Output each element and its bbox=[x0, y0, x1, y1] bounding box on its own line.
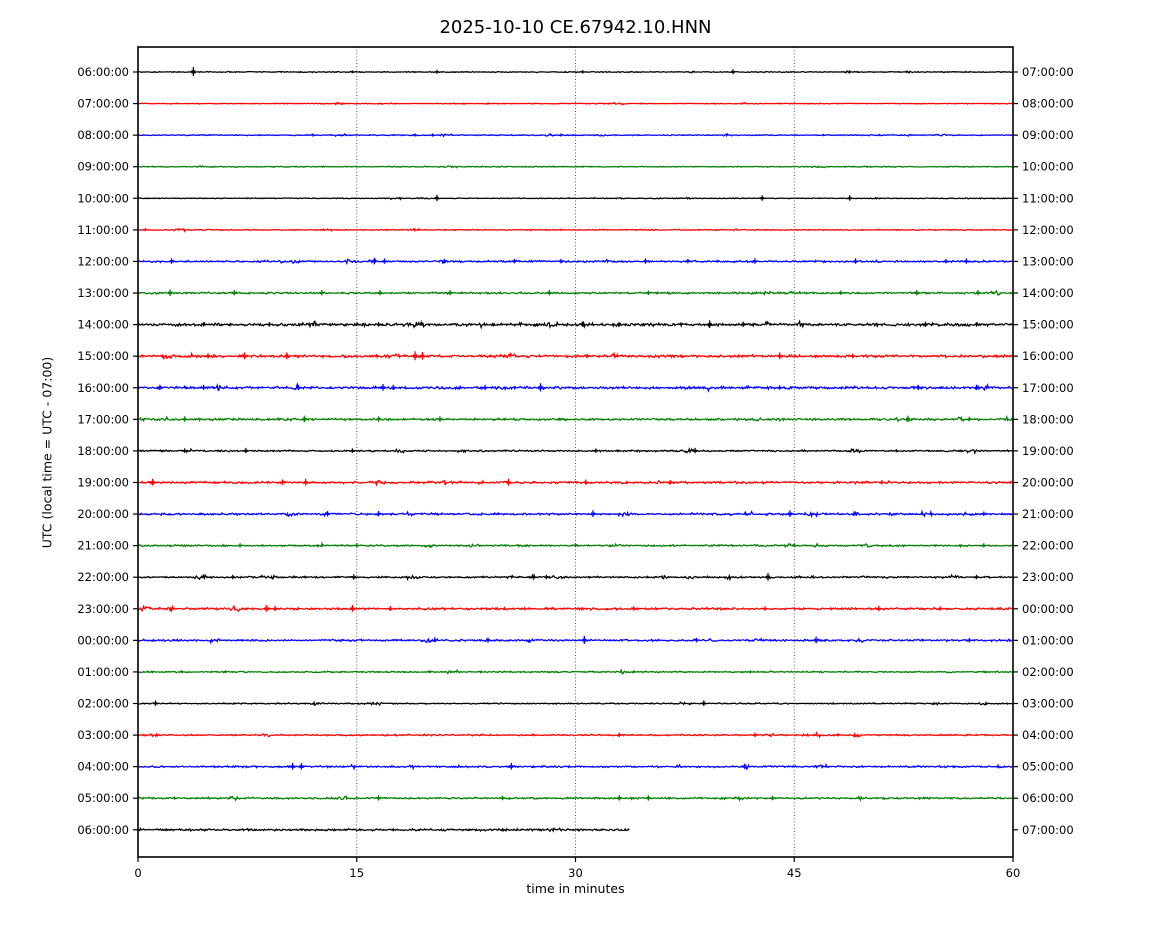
seismic-trace-row bbox=[137, 667, 1013, 676]
y-tick-label-utc: 02:00:00 bbox=[77, 697, 129, 711]
y-tick-label-local: 15:00:00 bbox=[1022, 318, 1074, 332]
seismic-trace-row bbox=[137, 351, 1013, 361]
seismic-trace-row bbox=[137, 762, 1013, 771]
seismic-trace-row bbox=[137, 541, 1013, 549]
seismic-trace-row bbox=[137, 447, 1013, 455]
y-tick-label-utc: 14:00:00 bbox=[77, 318, 129, 332]
y-tick-label-utc: 17:00:00 bbox=[77, 412, 129, 426]
x-axis-label: time in minutes bbox=[526, 881, 625, 896]
y-tick-label-local: 09:00:00 bbox=[1022, 128, 1074, 142]
seismic-trace-row bbox=[137, 478, 1013, 488]
y-tick-label-local: 13:00:00 bbox=[1022, 254, 1074, 268]
seismic-trace-row bbox=[137, 827, 630, 833]
seismic-trace-row bbox=[137, 132, 1013, 138]
y-tick-label-utc: 06:00:00 bbox=[77, 65, 129, 79]
y-tick-label-local: 02:00:00 bbox=[1022, 665, 1074, 679]
seismic-trace-row bbox=[137, 635, 1013, 645]
y-tick-label-utc: 20:00:00 bbox=[77, 507, 129, 521]
y-tick-label-utc: 12:00:00 bbox=[77, 254, 129, 268]
y-tick-label-utc: 09:00:00 bbox=[77, 160, 129, 174]
seismic-trace-row bbox=[137, 795, 1013, 802]
y-tick-label-local: 04:00:00 bbox=[1022, 728, 1074, 742]
y-tick-label-local: 08:00:00 bbox=[1022, 97, 1074, 111]
seismic-trace-row bbox=[137, 700, 1013, 707]
y-tick-label-utc: 05:00:00 bbox=[77, 791, 129, 805]
y-tick-label-local: 03:00:00 bbox=[1022, 697, 1074, 711]
y-tick-label-utc: 21:00:00 bbox=[77, 539, 129, 553]
y-tick-label-local: 12:00:00 bbox=[1022, 223, 1074, 237]
x-tick-label: 60 bbox=[1006, 866, 1021, 880]
y-tick-label-local: 16:00:00 bbox=[1022, 349, 1074, 363]
seismic-trace-row bbox=[137, 289, 1013, 296]
x-tick-label: 30 bbox=[568, 866, 583, 880]
seismic-trace-row bbox=[137, 572, 1013, 582]
y-tick-label-utc: 03:00:00 bbox=[77, 728, 129, 742]
y-tick-label-local: 05:00:00 bbox=[1022, 760, 1074, 774]
x-tick-label: 15 bbox=[349, 866, 364, 880]
y-tick-label-local: 06:00:00 bbox=[1022, 791, 1074, 805]
seismic-trace-row bbox=[137, 101, 1013, 106]
y-tick-label-utc: 22:00:00 bbox=[77, 570, 129, 584]
seismic-trace-row bbox=[137, 67, 1013, 76]
y-tick-label-utc: 23:00:00 bbox=[77, 602, 129, 616]
y-tick-label-local: 23:00:00 bbox=[1022, 570, 1074, 584]
y-tick-label-local: 17:00:00 bbox=[1022, 381, 1074, 395]
chart-title: 2025-10-10 CE.67942.10.HNN bbox=[439, 17, 712, 38]
y-tick-label-utc: 11:00:00 bbox=[77, 223, 129, 237]
y-tick-label-utc: 04:00:00 bbox=[77, 760, 129, 774]
y-tick-label-local: 22:00:00 bbox=[1022, 539, 1074, 553]
y-tick-label-utc: 13:00:00 bbox=[77, 286, 129, 300]
x-tick-label: 45 bbox=[787, 866, 802, 880]
seismic-trace-row bbox=[137, 319, 1013, 330]
y-tick-label-local: 14:00:00 bbox=[1022, 286, 1074, 300]
seismic-trace-row bbox=[137, 730, 1013, 739]
y-tick-label-local: 11:00:00 bbox=[1022, 191, 1074, 205]
y-tick-label-local: 18:00:00 bbox=[1022, 412, 1074, 426]
y-tick-label-local: 10:00:00 bbox=[1022, 160, 1074, 174]
y-tick-label-local: 21:00:00 bbox=[1022, 507, 1074, 521]
y-tick-label-utc: 19:00:00 bbox=[77, 475, 129, 489]
y-tick-label-local: 19:00:00 bbox=[1022, 444, 1074, 458]
y-tick-label-local: 20:00:00 bbox=[1022, 475, 1074, 489]
y-tick-label-local: 07:00:00 bbox=[1022, 65, 1074, 79]
y-tick-label-utc: 07:00:00 bbox=[77, 97, 129, 111]
seismic-trace-row bbox=[137, 257, 1013, 266]
seismic-trace-row bbox=[137, 414, 1013, 423]
y-tick-label-utc: 01:00:00 bbox=[77, 665, 129, 679]
seismic-trace-row bbox=[137, 194, 1013, 202]
plot-border bbox=[137, 46, 1014, 858]
y-tick-label-utc: 06:00:00 bbox=[77, 823, 129, 837]
x-tick-label: 0 bbox=[134, 866, 141, 880]
y-tick-label-utc: 15:00:00 bbox=[77, 349, 129, 363]
seismic-trace-row bbox=[138, 164, 1013, 169]
y-tick-label-utc: 10:00:00 bbox=[77, 191, 129, 205]
seismic-trace-row bbox=[137, 509, 1013, 519]
y-tick-label-utc: 08:00:00 bbox=[77, 128, 129, 142]
y-tick-label-utc: 16:00:00 bbox=[77, 381, 129, 395]
y-tick-label-utc: 18:00:00 bbox=[77, 444, 129, 458]
seismic-trace-row bbox=[137, 381, 1013, 393]
y-tick-label-local: 07:00:00 bbox=[1022, 823, 1074, 837]
y-tick-label-local: 01:00:00 bbox=[1022, 633, 1074, 647]
seismic-trace-row bbox=[137, 604, 1013, 613]
seismic-trace-row bbox=[137, 227, 1013, 233]
y-tick-label-local: 00:00:00 bbox=[1022, 602, 1074, 616]
y-tick-label-utc: 00:00:00 bbox=[77, 633, 129, 647]
